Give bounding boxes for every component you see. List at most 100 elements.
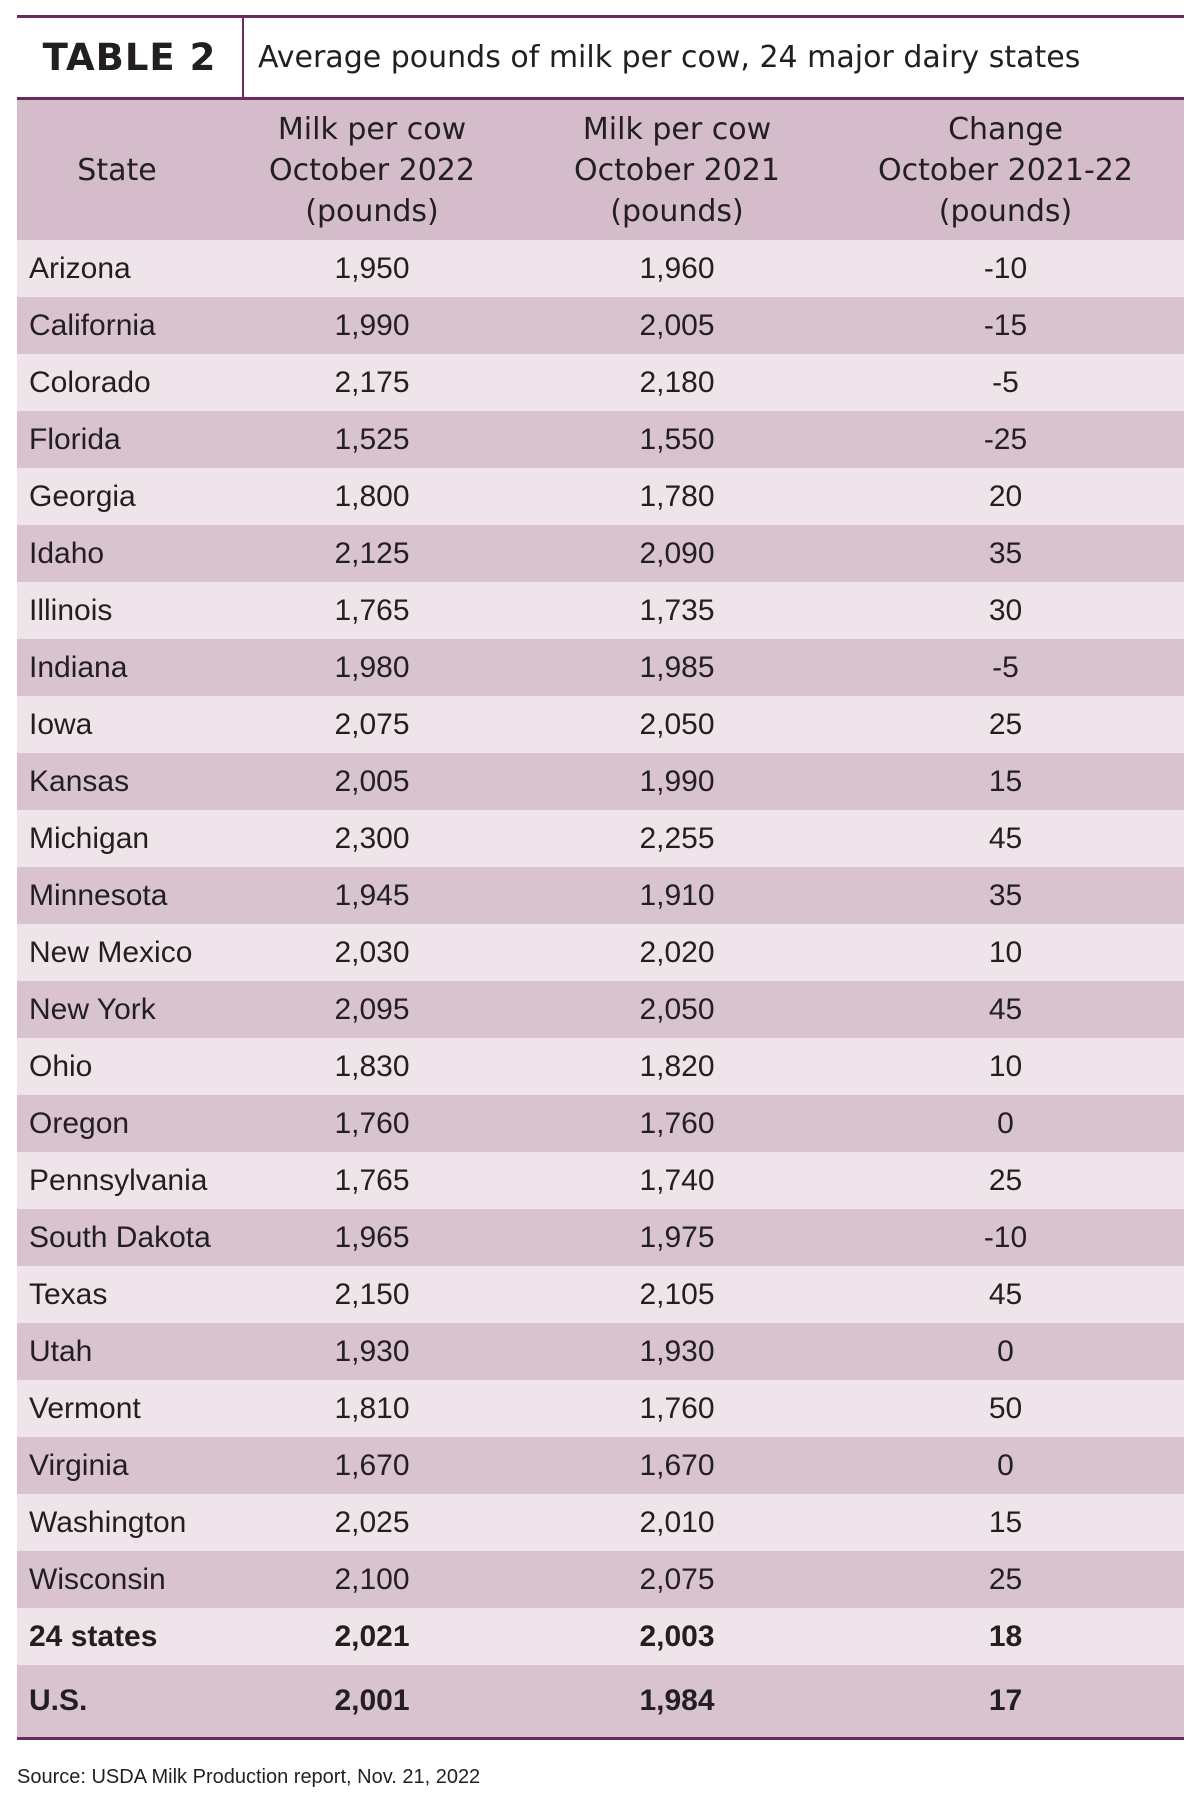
cell-state: Virginia (17, 1437, 217, 1494)
cell-change: 10 (827, 924, 1184, 981)
cell-state: Utah (17, 1323, 217, 1380)
cell-change: 30 (827, 582, 1184, 639)
cell-milk-2022: 1,965 (217, 1209, 527, 1266)
cell-milk-2021: 2,255 (527, 810, 827, 867)
cell-change: 35 (827, 525, 1184, 582)
cell-state: Illinois (17, 582, 217, 639)
cell-change: 18 (827, 1608, 1184, 1665)
table-row: Georgia 1,800 1,780 20 (17, 468, 1184, 525)
cell-milk-2022: 1,980 (217, 639, 527, 696)
cell-milk-2022: 1,670 (217, 1437, 527, 1494)
column-header-label: State (77, 152, 157, 188)
cell-change: 10 (827, 1038, 1184, 1095)
cell-state: Colorado (17, 354, 217, 411)
cell-state: Minnesota (17, 867, 217, 924)
cell-milk-2022: 2,005 (217, 753, 527, 810)
cell-state: Wisconsin (17, 1551, 217, 1608)
cell-milk-2022: 2,030 (217, 924, 527, 981)
cell-change: 35 (827, 867, 1184, 924)
cell-milk-2021: 1,670 (527, 1437, 827, 1494)
cell-milk-2021: 2,075 (527, 1551, 827, 1608)
cell-change: 45 (827, 1266, 1184, 1323)
cell-milk-2021: 1,975 (527, 1209, 827, 1266)
column-header-line: (pounds) (938, 193, 1073, 229)
cell-change: 50 (827, 1380, 1184, 1437)
cell-state: Arizona (17, 240, 217, 297)
cell-milk-2022: 2,100 (217, 1551, 527, 1608)
column-header-change: Change October 2021-22 (pounds) (827, 100, 1184, 240)
cell-milk-2022: 1,760 (217, 1095, 527, 1152)
cell-milk-2021: 2,010 (527, 1494, 827, 1551)
cell-change: 15 (827, 753, 1184, 810)
header-row: State Milk per cow October 2022 (pounds)… (17, 100, 1184, 240)
column-header-state: State (17, 100, 217, 240)
column-header-line: Milk per cow (277, 111, 467, 147)
cell-milk-2022: 2,025 (217, 1494, 527, 1551)
cell-milk-2021: 1,740 (527, 1152, 827, 1209)
cell-milk-2021: 1,960 (527, 240, 827, 297)
table-row: Oregon 1,760 1,760 0 (17, 1095, 1184, 1152)
cell-state: Pennsylvania (17, 1152, 217, 1209)
column-header-line: October 2021 (574, 152, 780, 188)
table-row: Florida 1,525 1,550 -25 (17, 411, 1184, 468)
table-row: Virginia 1,670 1,670 0 (17, 1437, 1184, 1494)
cell-milk-2021: 1,735 (527, 582, 827, 639)
cell-state: Ohio (17, 1038, 217, 1095)
column-header-line: (pounds) (305, 193, 439, 229)
cell-milk-2021: 2,050 (527, 696, 827, 753)
table-row: Iowa 2,075 2,050 25 (17, 696, 1184, 753)
cell-milk-2022: 1,950 (217, 240, 527, 297)
cell-milk-2021: 2,105 (527, 1266, 827, 1323)
table-number: TABLE 2 (17, 18, 244, 97)
table-row: South Dakota 1,965 1,975 -10 (17, 1209, 1184, 1266)
column-header-line: October 2022 (269, 152, 475, 188)
total-row: 24 states 2,021 2,003 18 (17, 1608, 1184, 1665)
cell-milk-2022: 1,525 (217, 411, 527, 468)
cell-milk-2022: 1,765 (217, 582, 527, 639)
table-row: Pennsylvania 1,765 1,740 25 (17, 1152, 1184, 1209)
table-row: Minnesota 1,945 1,910 35 (17, 867, 1184, 924)
cell-milk-2022: 2,125 (217, 525, 527, 582)
cell-milk-2022: 2,021 (217, 1608, 527, 1665)
cell-milk-2021: 1,984 (527, 1665, 827, 1740)
cell-state: Georgia (17, 468, 217, 525)
table-row: Texas 2,150 2,105 45 (17, 1266, 1184, 1323)
cell-state: South Dakota (17, 1209, 217, 1266)
cell-state: 24 states (17, 1608, 217, 1665)
table-row: California 1,990 2,005 -15 (17, 297, 1184, 354)
cell-milk-2021: 1,910 (527, 867, 827, 924)
column-header-line: October 2021-22 (878, 152, 1133, 188)
cell-change: 25 (827, 1152, 1184, 1209)
cell-milk-2021: 2,003 (527, 1608, 827, 1665)
column-header-line: Change (948, 111, 1063, 147)
cell-change: 17 (827, 1665, 1184, 1740)
cell-change: 25 (827, 1551, 1184, 1608)
table-row: New York 2,095 2,050 45 (17, 981, 1184, 1038)
table-figure: TABLE 2 Average pounds of milk per cow, … (17, 15, 1184, 1740)
column-header-oct-2021: Milk per cow October 2021 (pounds) (527, 100, 827, 240)
cell-change: 45 (827, 981, 1184, 1038)
cell-milk-2021: 1,550 (527, 411, 827, 468)
cell-change: -25 (827, 411, 1184, 468)
table-row: New Mexico 2,030 2,020 10 (17, 924, 1184, 981)
cell-state: Iowa (17, 696, 217, 753)
cell-milk-2022: 2,001 (217, 1665, 527, 1740)
cell-state: New York (17, 981, 217, 1038)
cell-milk-2022: 2,150 (217, 1266, 527, 1323)
cell-state: Texas (17, 1266, 217, 1323)
cell-state: Indiana (17, 639, 217, 696)
cell-change: 15 (827, 1494, 1184, 1551)
cell-change: 0 (827, 1095, 1184, 1152)
table-body: Arizona 1,950 1,960 -10 California 1,990 2,005… (17, 240, 1184, 1740)
cell-milk-2022: 1,830 (217, 1038, 527, 1095)
cell-milk-2022: 2,300 (217, 810, 527, 867)
cell-change: 25 (827, 696, 1184, 753)
cell-milk-2022: 1,765 (217, 1152, 527, 1209)
table-row: Illinois 1,765 1,735 30 (17, 582, 1184, 639)
table-row: Idaho 2,125 2,090 35 (17, 525, 1184, 582)
cell-milk-2021: 2,005 (527, 297, 827, 354)
cell-milk-2021: 1,985 (527, 639, 827, 696)
data-table: State Milk per cow October 2022 (pounds)… (17, 100, 1184, 1740)
cell-milk-2022: 1,945 (217, 867, 527, 924)
cell-change: -5 (827, 354, 1184, 411)
